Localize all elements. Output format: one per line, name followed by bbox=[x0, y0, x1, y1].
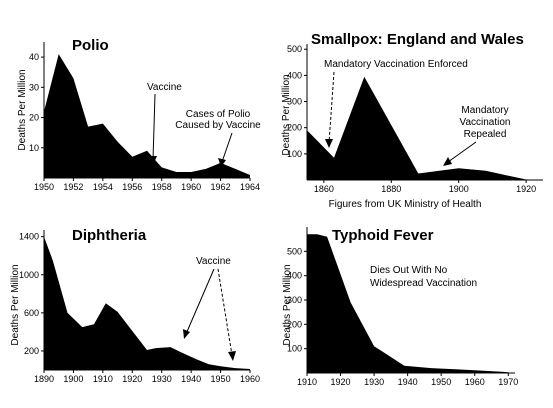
chart-smallpox-ylabel: Deaths Per Million bbox=[281, 74, 292, 155]
smallpox-enforced-annotation: Mandatory Vaccination Enforced bbox=[324, 59, 468, 70]
diphtheria-x-tick-label: 1930 bbox=[152, 374, 172, 384]
polio-area-series bbox=[44, 54, 250, 178]
typhoid-x-tick-label: 1930 bbox=[364, 377, 384, 387]
chart-typhoid: Typhoid Fever Deaths Per Million 100 200 3… bbox=[282, 227, 518, 387]
smallpox-repealed-arrow bbox=[447, 141, 477, 163]
smallpox-repealed-line2: Vaccination bbox=[460, 117, 511, 128]
chart-diphtheria: Diphtheria Deaths Per Million 200 600 1000… bbox=[10, 227, 260, 384]
diphtheria-vaccine-annotation: Vaccine bbox=[196, 256, 231, 267]
diphtheria-vaccine-arrowhead bbox=[183, 329, 190, 339]
typhoid-x-tick-label: 1910 bbox=[297, 377, 317, 387]
chart-polio-title: Polio bbox=[72, 37, 109, 54]
smallpox-area-series bbox=[307, 76, 543, 180]
chart-smallpox: Smallpox: England and Wales Deaths Per M… bbox=[281, 31, 543, 210]
smallpox-y-tick-label: 400 bbox=[287, 70, 302, 80]
typhoid-y-tick-label: 200 bbox=[287, 319, 302, 329]
polio-x-tick-label: 1954 bbox=[93, 182, 113, 192]
smallpox-x-tick-label: 1920 bbox=[516, 184, 536, 194]
diphtheria-y-tick-label: 1000 bbox=[19, 270, 39, 280]
smallpox-y-tick-label: 300 bbox=[287, 97, 302, 107]
typhoid-x-tick-label: 1940 bbox=[398, 377, 418, 387]
typhoid-x-tick-label: 1970 bbox=[498, 377, 518, 387]
typhoid-y-tick-label: 500 bbox=[287, 246, 302, 256]
typhoid-y-tick-label: 300 bbox=[287, 295, 302, 305]
typhoid-annotation-line2: Widespread Vaccination bbox=[370, 278, 477, 289]
smallpox-y-tick-label: 500 bbox=[287, 44, 302, 54]
diphtheria-x-tick-label: 1900 bbox=[63, 374, 83, 384]
typhoid-area-series bbox=[307, 234, 509, 373]
diphtheria-x-tick-label: 1890 bbox=[34, 374, 54, 384]
smallpox-y-tick-label: 200 bbox=[287, 123, 302, 133]
typhoid-y-tick-label: 100 bbox=[287, 344, 302, 354]
typhoid-x-tick-label: 1960 bbox=[465, 377, 485, 387]
polio-cases-arrow bbox=[221, 132, 233, 163]
polio-x-tick-label: 1964 bbox=[240, 182, 260, 192]
polio-x-tick-label: 1962 bbox=[211, 182, 231, 192]
chart-diphtheria-ylabel: Deaths Per Million bbox=[10, 264, 21, 345]
smallpox-repealed-line3: Repealed bbox=[464, 129, 507, 140]
smallpox-repealed-line1: Mandatory bbox=[461, 105, 508, 116]
diphtheria-x-tick-label: 1940 bbox=[181, 374, 201, 384]
diphtheria-vaccine-arrow bbox=[185, 268, 215, 335]
typhoid-annotation-line1: Dies Out With No bbox=[370, 265, 448, 276]
chart-polio-ylabel: Deaths Per Million bbox=[17, 69, 28, 150]
smallpox-x-tick-label: 1880 bbox=[381, 184, 401, 194]
polio-vaccine-arrow bbox=[152, 93, 156, 161]
polio-vaccine-annotation: Vaccine bbox=[147, 82, 182, 93]
smallpox-repealed-arrowhead bbox=[443, 157, 452, 166]
typhoid-x-tick-label: 1920 bbox=[331, 377, 351, 387]
smallpox-x-tick-label: 1900 bbox=[449, 184, 469, 194]
polio-x-tick-label: 1952 bbox=[63, 182, 83, 192]
polio-cases-annotation-line1: Cases of Polio bbox=[186, 109, 251, 120]
chart-polio: Polio Deaths Per Million 10 20 30 40 1950 195… bbox=[17, 37, 261, 192]
polio-cases-arrowhead bbox=[218, 158, 226, 167]
polio-y-tick-label: 10 bbox=[29, 143, 39, 153]
typhoid-y-tick-label: 400 bbox=[287, 271, 302, 281]
chart-diphtheria-title: Diphtheria bbox=[72, 227, 147, 244]
diphtheria-x-tick-label: 1910 bbox=[93, 374, 113, 384]
smallpox-y-tick-label: 100 bbox=[287, 149, 302, 159]
polio-y-tick-label: 40 bbox=[29, 52, 39, 62]
smallpox-source-label: Figures from UK Ministry of Health bbox=[329, 199, 482, 210]
diphtheria-x-tick-label: 1960 bbox=[240, 374, 260, 384]
smallpox-enforced-arrow bbox=[328, 71, 335, 144]
polio-y-tick-label: 20 bbox=[29, 113, 39, 123]
polio-cases-annotation-line2: Caused by Vaccine bbox=[175, 120, 261, 131]
diphtheria-x-tick-label: 1920 bbox=[122, 374, 142, 384]
diphtheria-x-tick-label: 1950 bbox=[211, 374, 231, 384]
smallpox-enforced-arrowhead bbox=[325, 139, 333, 148]
smallpox-x-tick-label: 1860 bbox=[314, 184, 334, 194]
polio-x-tick-label: 1958 bbox=[152, 182, 172, 192]
polio-y-tick-label: 30 bbox=[29, 82, 39, 92]
polio-x-tick-label: 1950 bbox=[34, 182, 54, 192]
diphtheria-y-tick-label: 1400 bbox=[19, 232, 39, 242]
diphtheria-dashed-arrowhead bbox=[228, 351, 236, 361]
polio-x-tick-label: 1956 bbox=[122, 182, 142, 192]
diphtheria-y-tick-label: 200 bbox=[24, 346, 39, 356]
diphtheria-y-tick-label: 600 bbox=[24, 308, 39, 318]
typhoid-x-tick-label: 1950 bbox=[431, 377, 451, 387]
chart-smallpox-title: Smallpox: England and Wales bbox=[311, 31, 524, 48]
chart-typhoid-ylabel: Deaths Per Million bbox=[282, 264, 293, 345]
polio-vaccine-arrowhead bbox=[149, 156, 157, 165]
chart-typhoid-title: Typhoid Fever bbox=[332, 227, 434, 244]
diphtheria-dashed-arrow bbox=[217, 268, 233, 356]
polio-x-tick-label: 1960 bbox=[181, 182, 201, 192]
diphtheria-area-series bbox=[44, 236, 250, 370]
